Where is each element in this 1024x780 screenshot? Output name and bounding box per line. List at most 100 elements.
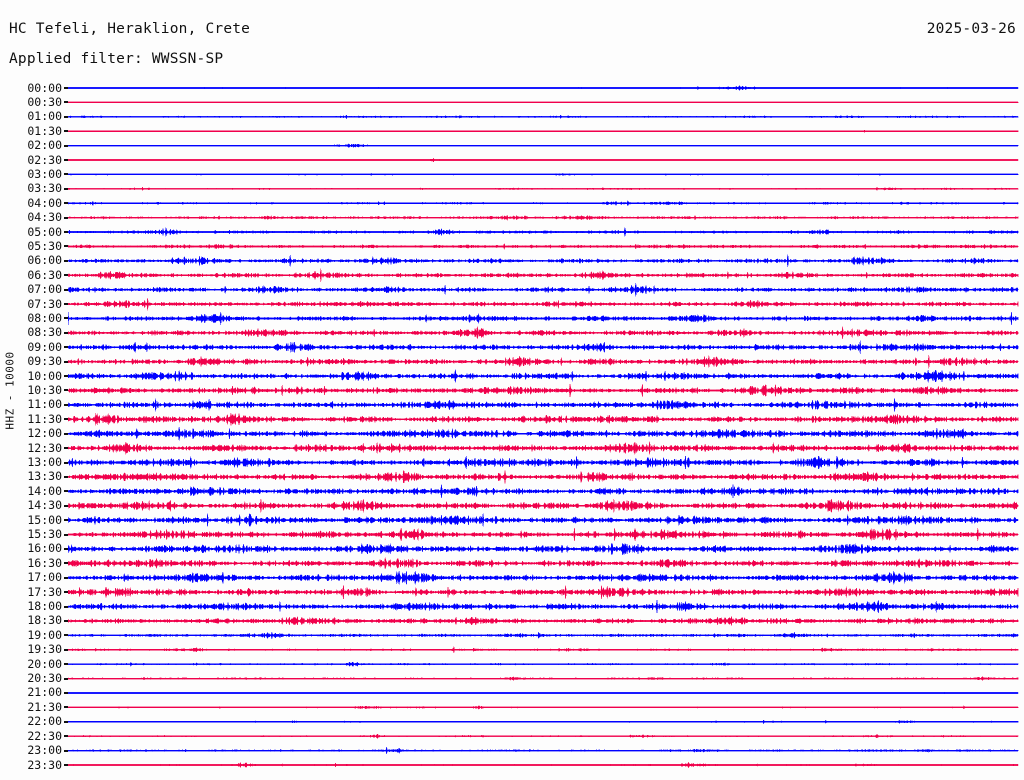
time-label-1530: 15:30 [27, 527, 62, 542]
time-label-0900: 09:00 [27, 339, 62, 354]
trace-2130 [67, 705, 1019, 710]
time-label-0200: 02:00 [27, 138, 62, 153]
axis-tick [64, 504, 68, 507]
axis-tick [64, 360, 68, 363]
axis-tick [64, 648, 68, 651]
trace-2000 [67, 661, 1019, 667]
time-label-0300: 03:00 [27, 166, 62, 181]
axis-tick [64, 677, 68, 680]
trace-1730 [67, 585, 1019, 599]
axis-tick [64, 533, 68, 536]
time-label-0430: 04:30 [27, 210, 62, 225]
axis-tick [64, 389, 68, 392]
time-label-0830: 08:30 [27, 325, 62, 340]
axis-tick [64, 331, 68, 334]
axis-tick [64, 144, 68, 147]
trace-0630 [67, 268, 1019, 282]
time-label-1000: 10:00 [27, 368, 62, 383]
axis-tick [64, 375, 68, 378]
axis-tick [64, 115, 68, 118]
axis-tick [64, 619, 68, 622]
trace-0430 [67, 214, 1019, 222]
axis-tick [64, 634, 68, 637]
time-label-2330: 23:30 [27, 757, 62, 772]
axis-tick [64, 691, 68, 694]
axis-tick [64, 735, 68, 738]
time-label-1600: 16:00 [27, 541, 62, 556]
trace-1330 [67, 470, 1019, 484]
trace-1530 [67, 527, 1019, 542]
axis-tick [64, 288, 68, 291]
axis-tick [64, 159, 68, 162]
trace-1400 [67, 484, 1019, 498]
axis-tick [64, 317, 68, 320]
axis-tick [64, 101, 68, 104]
time-label-0600: 06:00 [27, 253, 62, 268]
time-label-1030: 10:30 [27, 382, 62, 397]
time-label-0230: 02:30 [27, 152, 62, 167]
trace-2330 [67, 761, 1019, 769]
trace-0800 [67, 311, 1019, 326]
time-label-1330: 13:30 [27, 469, 62, 484]
time-label-2130: 21:30 [27, 699, 62, 714]
trace-1200 [67, 427, 1019, 441]
axis-tick [64, 576, 68, 579]
trace-0700 [67, 283, 1019, 297]
axis-tick [64, 663, 68, 666]
trace-2030 [67, 676, 1019, 681]
axis-tick [64, 418, 68, 421]
axis-tick [64, 202, 68, 205]
trace-0130 [67, 129, 1019, 133]
axis-tick [64, 303, 68, 306]
axis-tick [64, 216, 68, 219]
axis-tick [64, 605, 68, 608]
trace-0100 [67, 114, 1019, 120]
time-label-2000: 20:00 [27, 656, 62, 671]
trace-0530 [67, 242, 1019, 251]
trace-1130 [67, 412, 1019, 426]
trace-2300 [67, 747, 1019, 755]
trace-0900 [67, 340, 1019, 354]
axis-tick [64, 245, 68, 248]
trace-1800 [67, 599, 1019, 614]
time-label-0730: 07:30 [27, 296, 62, 311]
axis-tick [64, 447, 68, 450]
time-label-1700: 17:00 [27, 570, 62, 585]
time-label-0030: 00:30 [27, 94, 62, 109]
trace-1930 [67, 645, 1019, 654]
axis-tick [64, 591, 68, 594]
trace-1500 [67, 513, 1019, 527]
trace-1030 [67, 383, 1019, 398]
axis-tick [64, 764, 68, 766]
time-label-0700: 07:00 [27, 282, 62, 297]
trace-1830 [67, 616, 1019, 626]
trace-0600 [67, 254, 1019, 268]
time-label-2300: 23:00 [27, 743, 62, 758]
time-label-1400: 14:00 [27, 483, 62, 498]
page-title: HC Tefeli, Heraklion, Crete [9, 21, 251, 37]
trace-0030 [67, 101, 1019, 104]
trace-0930 [67, 355, 1019, 369]
trace-1900 [67, 631, 1019, 640]
axis-tick [64, 346, 68, 349]
time-label-1430: 14:30 [27, 498, 62, 513]
axis-tick [64, 475, 68, 478]
axis-tick [64, 562, 68, 565]
trace-2100 [67, 691, 1019, 695]
axis-tick [64, 547, 68, 550]
time-label-0500: 05:00 [27, 224, 62, 239]
trace-1100 [67, 398, 1019, 412]
trace-2200 [67, 719, 1019, 725]
time-label-1830: 18:30 [27, 613, 62, 628]
axis-tick [64, 87, 68, 89]
trace-0830 [67, 326, 1019, 340]
time-label-1900: 19:00 [27, 627, 62, 642]
time-label-1130: 11:30 [27, 411, 62, 426]
trace-1300 [67, 455, 1019, 470]
time-label-1230: 12:30 [27, 440, 62, 455]
time-label-1500: 15:00 [27, 512, 62, 527]
axis-tick [64, 519, 68, 522]
